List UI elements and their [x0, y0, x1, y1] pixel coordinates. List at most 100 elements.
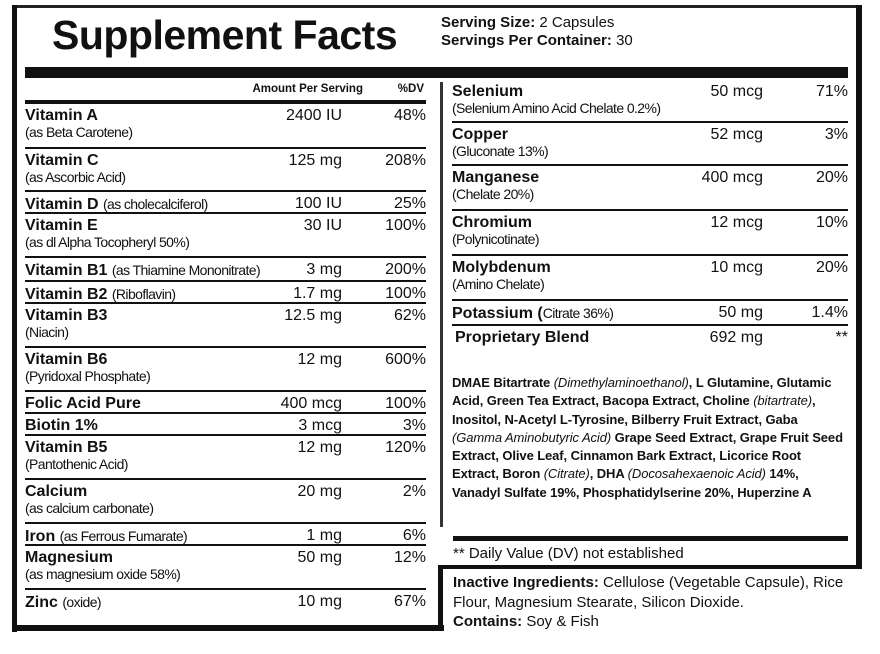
nutrient-source: (as magnesium oxide 58%): [25, 566, 181, 582]
amount-value: 100 IU: [294, 195, 342, 212]
dv-value: 100%: [385, 217, 426, 234]
frame-bottom-border: [12, 625, 444, 631]
nutrient-name: Proprietary Blend: [455, 329, 590, 346]
dv-value: 200%: [385, 261, 426, 278]
amount-value: 10 mg: [297, 593, 342, 610]
serving-info: Serving Size: 2 Capsules Servings Per Co…: [441, 14, 633, 50]
amount-value: 692 mg: [709, 329, 763, 346]
frame-left-border: [12, 5, 17, 632]
nutrient-name: Vitamin B6: [25, 351, 108, 368]
table-row: Iron (as Ferrous Fumarate) 1 mg 6%: [25, 524, 426, 546]
table-row: Biotin 1% 3 mcg 3%: [25, 414, 426, 436]
dv-value: 1.4%: [811, 304, 848, 321]
nutrient-source-inline: (as Ferrous Fumarate): [59, 528, 188, 544]
nutrient-source: (as Ascorbic Acid): [25, 169, 126, 185]
right-nutrient-table: Selenium (Selenium Amino Acid Chelate 0.2…: [452, 80, 848, 502]
nutrient-source: (Polynicotinate): [452, 231, 539, 247]
dv-value: 6%: [402, 527, 426, 544]
table-row: Potassium (Citrate 36%) 50 mg 1.4%: [452, 301, 848, 326]
table-row: Folic Acid Pure 400 mcg 100%: [25, 392, 426, 414]
amount-value: 3 mcg: [298, 417, 342, 434]
column-separator: [440, 82, 443, 527]
nutrient-name: Vitamin B3: [25, 307, 108, 324]
table-row: Selenium (Selenium Amino Acid Chelate 0.2…: [452, 80, 848, 123]
table-row: Vitamin E (as dl Alpha Tocopheryl 50%) 30 …: [25, 214, 426, 258]
nutrient-source: (Selenium Amino Acid Chelate 0.2%): [452, 100, 661, 116]
dv-value: 100%: [385, 285, 426, 302]
amount-value: 12 mg: [297, 351, 342, 368]
nutrient-name: Molybdenum: [452, 259, 551, 276]
nutrient-name: Calcium: [25, 483, 88, 500]
amount-value: 30 IU: [303, 217, 342, 234]
dv-value: 2%: [402, 483, 426, 500]
table-row: Vitamin D (as cholecalciferol) 100 IU 25%: [25, 192, 426, 214]
dv-value: 12%: [393, 549, 426, 566]
right-rows: Selenium (Selenium Amino Acid Chelate 0.2…: [452, 80, 848, 362]
amount-value: 3 mg: [306, 261, 342, 278]
dv-note-divider: [453, 536, 848, 541]
proprietary-blend-ingredients: DMAE Bitartrate (Dimethylaminoethanol), …: [452, 375, 843, 500]
dv-value: 3%: [402, 417, 426, 434]
table-row: Vitamin A (as Beta Carotene) 2400 IU 48%: [25, 104, 426, 149]
dv-value: 600%: [385, 351, 426, 368]
nutrient-source: (Amino Chelate): [452, 276, 545, 292]
nutrient-name: Chromium: [452, 214, 532, 231]
amount-value: 50 mg: [297, 549, 342, 566]
frame-right-border: [856, 5, 862, 568]
nutrient-name: Vitamin C: [25, 152, 99, 169]
amount-value: 1.7 mg: [293, 285, 342, 302]
nutrient-name: Zinc (oxide): [25, 594, 102, 611]
table-row: Vitamin B5 (Pantothenic Acid) 12 mg 120%: [25, 436, 426, 480]
nutrient-name: Vitamin D (as cholecalciferol): [25, 196, 208, 213]
table-row: Vitamin C (as Ascorbic Acid) 125 mg 208%: [25, 149, 426, 192]
dv-value: 67%: [393, 593, 426, 610]
dv-value: 100%: [385, 395, 426, 412]
amount-value: 50 mcg: [710, 83, 763, 100]
nutrient-source: (Niacin): [25, 324, 69, 340]
dv-value: 20%: [815, 169, 848, 186]
nutrient-name: Iron (as Ferrous Fumarate): [25, 528, 188, 545]
amount-value: 1 mg: [306, 527, 342, 544]
table-row: Copper (Gluconate 13%) 52 mcg 3%: [452, 123, 848, 166]
nutrient-source: (as calcium carbonate): [25, 500, 154, 516]
dv-value: **: [835, 329, 848, 346]
amount-value: 20 mg: [297, 483, 342, 500]
nutrient-source: (Chelate 20%): [452, 186, 534, 202]
nutrient-name: Magnesium: [25, 549, 114, 566]
table-row: Vitamin B3 (Niacin) 12.5 mg 62%: [25, 304, 426, 348]
dv-value: 20%: [815, 259, 848, 276]
panel-title: Supplement Facts: [52, 12, 398, 58]
nutrient-name: Folic Acid Pure: [25, 395, 141, 412]
table-row: Vitamin B6 (Pyridoxal Phosphate) 12 mg 600%: [25, 348, 426, 392]
amount-per-serving-header: Amount Per Serving: [252, 83, 363, 95]
frame-notch-horizontal: [440, 565, 862, 569]
amount-value: 400 mcg: [701, 169, 763, 186]
table-row: Manganese (Chelate 20%) 400 mcg 20%: [452, 166, 848, 211]
nutrient-source: (as Beta Carotene): [25, 124, 133, 140]
dv-header: %DV: [397, 83, 424, 95]
dv-value: 48%: [393, 107, 426, 124]
amount-value: 50 mg: [718, 304, 763, 321]
nutrient-name: Vitamin E: [25, 217, 98, 234]
dv-value: 71%: [815, 83, 848, 100]
nutrient-name: Vitamin B1 (as Thiamine Mononitrate): [25, 262, 261, 279]
table-row: Vitamin B2 (Riboflavin) 1.7 mg 100%: [25, 282, 426, 304]
amount-value: 52 mcg: [710, 126, 763, 143]
serving-size: Serving Size: 2 Capsules: [441, 14, 615, 31]
table-row: Magnesium (as magnesium oxide 58%) 50 mg 12…: [25, 546, 426, 590]
nutrient-source: (Pantothenic Acid): [25, 456, 128, 472]
nutrient-source-inline: (Riboflavin): [111, 286, 176, 302]
nutrient-source-inline: (as Thiamine Mononitrate): [111, 262, 261, 278]
table-row: Proprietary Blend 692 mg **: [452, 326, 848, 362]
amount-value: 12 mg: [297, 439, 342, 456]
dv-value: 208%: [385, 152, 426, 169]
dv-value: 120%: [385, 439, 426, 456]
nutrient-source: (Gluconate 13%): [452, 143, 549, 159]
amount-value: 400 mcg: [280, 395, 342, 412]
nutrient-name: Potassium (Citrate 36%): [452, 305, 614, 322]
amount-value: 12.5 mg: [284, 307, 342, 324]
dv-value: 25%: [393, 195, 426, 212]
dv-value: 62%: [393, 307, 426, 324]
frame-notch-vertical: [438, 565, 443, 631]
table-row: Calcium (as calcium carbonate) 20 mg 2%: [25, 480, 426, 524]
